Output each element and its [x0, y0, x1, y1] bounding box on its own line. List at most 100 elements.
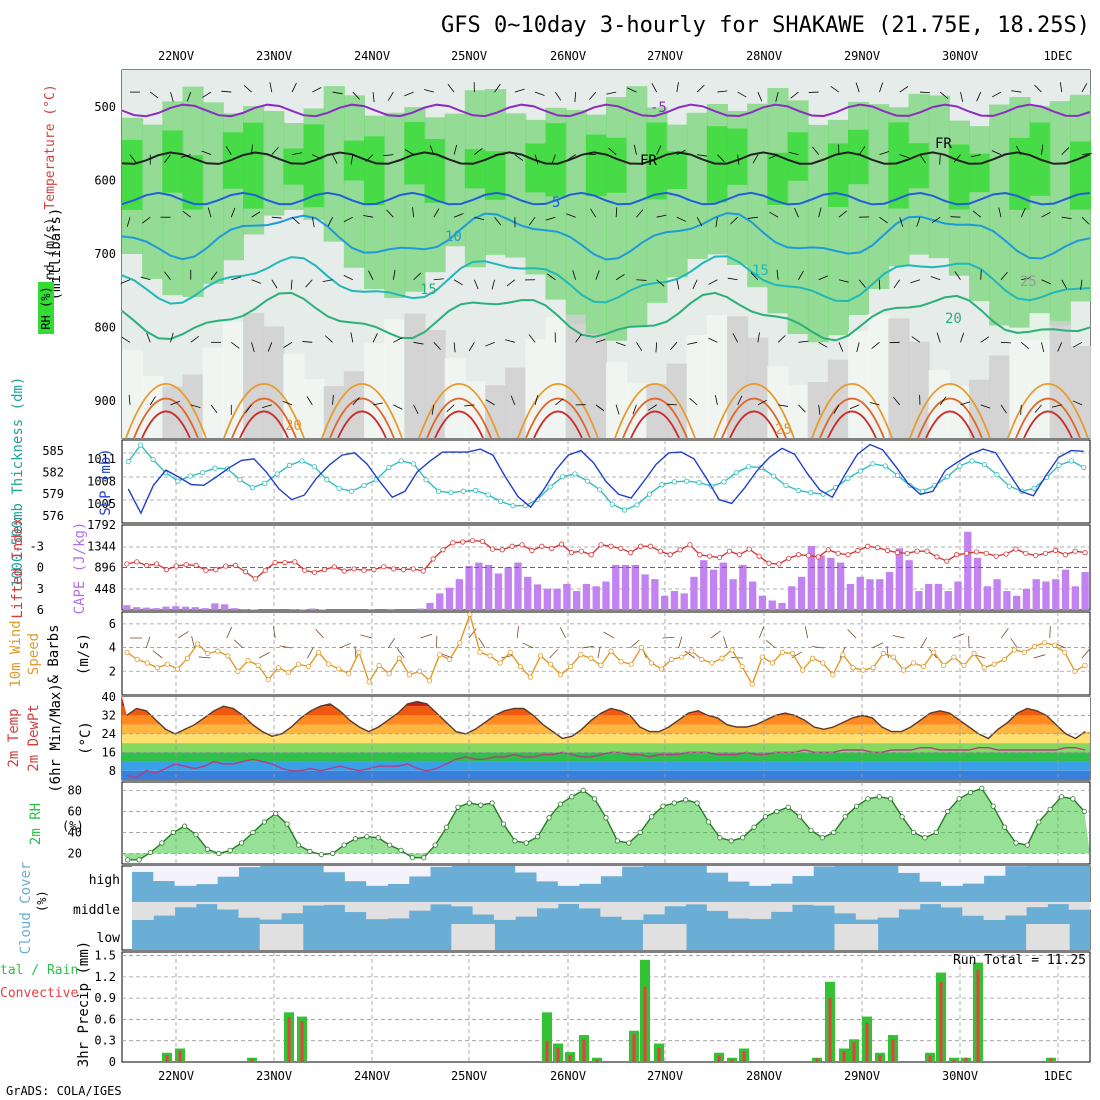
rh-dry-band [565, 314, 587, 438]
wind-barb [838, 210, 847, 218]
wind-barb [960, 91, 964, 102]
wind-barb [386, 209, 394, 218]
rh-dry-band [908, 341, 930, 438]
x-tick-label-top: 24NOV [354, 49, 390, 63]
wind-barb-10m [1049, 625, 1051, 639]
wind-barb [186, 91, 192, 102]
wind-barb [365, 154, 374, 162]
rh-dry-band [827, 359, 849, 438]
cloud-middle-gap [281, 902, 303, 914]
upper-air-ylabel: (millibars) [48, 208, 64, 301]
wind-barb-10m [152, 650, 163, 659]
thickness-line-point [696, 479, 702, 486]
x-tick-label-bottom: 30NOV [942, 1069, 978, 1083]
wind-barb [589, 91, 597, 100]
x-tick-label-bottom: 22NOV [158, 1069, 194, 1083]
wind-barb-10m [360, 634, 373, 639]
x-tick-label-top: 29NOV [844, 49, 880, 63]
wind-barb [514, 88, 525, 93]
wind-barb [170, 91, 174, 102]
thickness-ylabel: 1000-500mb Thickness (dm) [10, 377, 26, 588]
cape-bar [485, 564, 493, 610]
wind-barb [231, 342, 240, 349]
rh-line-point [1001, 824, 1008, 830]
cape-bar [827, 557, 835, 610]
temp-tick: 8 [109, 764, 116, 778]
wind-barb [534, 91, 545, 96]
wind-barb-10m [678, 636, 683, 649]
cloud-middle-gap [344, 902, 367, 913]
wind-speed-line-point [1031, 643, 1038, 649]
wind-speed-line-point [477, 649, 483, 655]
cape-bar [651, 579, 659, 610]
wind-barb [202, 91, 212, 98]
thickness-line-point [348, 488, 355, 494]
rh-line-point [136, 857, 142, 863]
wind-barb-10m [198, 656, 211, 659]
wind-barb [1081, 152, 1092, 156]
wind-barb [899, 154, 910, 159]
rh-line-point [227, 847, 233, 853]
isotherm-warm-lobe [321, 382, 403, 439]
rh-dry-band [182, 374, 204, 438]
isotherm-warm-lobe [917, 397, 983, 439]
wind-barb [879, 151, 890, 156]
wind-barb [1081, 216, 1090, 225]
wind-barb [970, 154, 981, 158]
lifted-index-line-point [875, 545, 881, 551]
wind-barb [812, 146, 819, 155]
wind-barb [930, 276, 941, 281]
wind-barb [1061, 279, 1067, 289]
precip-convective-bar [657, 1047, 661, 1062]
x-tick-label-top: 22NOV [158, 49, 194, 63]
precip-convective-bar [643, 986, 647, 1062]
wind-barb [916, 217, 921, 227]
wind-barb [818, 404, 821, 415]
rh-dry-band [263, 326, 285, 438]
cloud-middle-gap [387, 902, 410, 919]
cape-bar [201, 608, 209, 610]
wind-speed-line-point [406, 672, 412, 678]
upper-air-axis-title: (millibars) [48, 208, 64, 301]
lifted-index-line-point [687, 542, 693, 548]
wind-barb [1080, 279, 1083, 290]
wind-barb [737, 395, 743, 406]
precip-ylabel-wrap: 3hr Precip (mm) [76, 941, 92, 1067]
precip-legend-conv: Convective [0, 986, 78, 1001]
lifted-index-line-point [845, 552, 851, 558]
rh-line-point [660, 803, 666, 809]
wind-barb [363, 215, 374, 218]
precip-ylabel: 3hr Precip (mm) [76, 941, 92, 1067]
cloud-middle-gap [983, 902, 1006, 920]
wind-barb [858, 146, 866, 155]
cape-bar [465, 565, 473, 610]
cape-bar [367, 609, 375, 610]
wind-barb [164, 154, 171, 163]
wind-barb [752, 154, 759, 164]
isotherm-warm-lobe [434, 410, 484, 439]
wind-barb [494, 216, 502, 226]
cape-bar [533, 584, 542, 610]
cape-tick: 1344 [87, 539, 116, 553]
wind-barb [636, 209, 644, 218]
contour-label: 25 [775, 422, 792, 438]
cape-bar [1022, 588, 1031, 610]
wind-speed-line-point [588, 655, 594, 661]
wind-barb [372, 92, 375, 103]
wind-barb [899, 86, 909, 93]
wind-speed-line-point [537, 653, 544, 659]
wind-barb [715, 217, 718, 228]
lifted-index-line-point [470, 537, 476, 544]
cloud-middle-gap [557, 902, 580, 905]
rh-saturated-band [646, 122, 668, 200]
temp-ylabel-3-wrap: (6hr Min/Max) [48, 683, 64, 793]
wind-barb [1011, 90, 1022, 93]
wind-barb [352, 397, 360, 406]
x-tick-label-bottom: 1DEC [1044, 1069, 1073, 1083]
cloud-high-gap [600, 866, 623, 877]
wind-barb [976, 91, 982, 102]
cloud-high-gap [962, 866, 985, 884]
wind-speed-line-point [437, 652, 443, 658]
lifted-index-line-point [707, 553, 713, 559]
cape-bar [172, 606, 180, 610]
